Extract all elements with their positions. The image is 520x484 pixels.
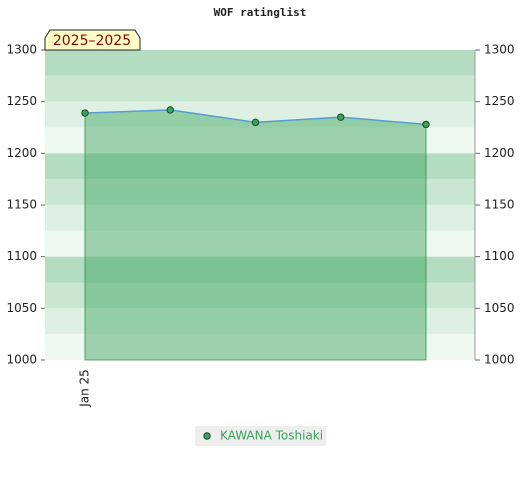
area <box>84 109 427 361</box>
y2-tick-label: 1150 <box>484 198 515 212</box>
point <box>166 106 174 114</box>
band <box>45 256 475 283</box>
y-tick-label: 1200 <box>6 146 37 160</box>
band <box>45 308 475 335</box>
band <box>45 153 475 180</box>
y-tick-label: 1050 <box>6 301 37 315</box>
point <box>337 113 345 121</box>
y-tick-label: 1000 <box>6 353 37 367</box>
x-tick-label: Jan 25 <box>78 369 92 408</box>
band <box>45 282 475 309</box>
period-box <box>44 29 141 51</box>
y-tick-label: 1150 <box>6 198 37 212</box>
period-label: 2025–2025 <box>53 33 131 49</box>
chart-title: WOF ratinglist <box>214 6 307 19</box>
y2-tick-label: 1050 <box>484 301 515 315</box>
band <box>45 75 475 102</box>
y2-tick-label: 1250 <box>484 94 515 108</box>
legend-label: KAWANA Toshiaki <box>220 429 323 443</box>
y-tick-label: 1100 <box>6 249 37 263</box>
y-tick-label: 1300 <box>6 43 37 57</box>
band <box>45 127 475 154</box>
band <box>45 179 475 205</box>
legend-marker <box>203 432 211 440</box>
y2-tick-label: 1300 <box>484 43 515 57</box>
point <box>81 109 89 117</box>
band <box>45 230 475 257</box>
band <box>45 205 475 231</box>
band <box>45 334 475 360</box>
y2-tick-label: 1100 <box>484 249 515 263</box>
band <box>45 50 475 76</box>
point <box>422 120 430 129</box>
y-tick-label: 1250 <box>6 94 37 108</box>
point <box>251 118 260 127</box>
legend-box <box>195 426 326 446</box>
y2-tick-label: 1000 <box>484 353 515 367</box>
y2-tick-label: 1200 <box>484 146 515 160</box>
